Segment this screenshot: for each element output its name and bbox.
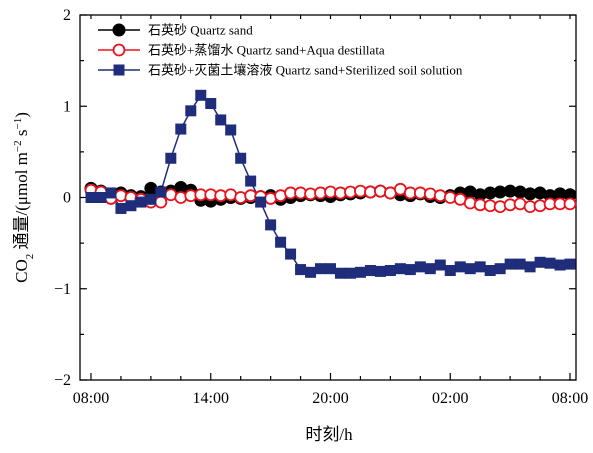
data-point-sterilized-soil: [394, 263, 406, 275]
x-tick-label: 08:00: [552, 390, 588, 407]
legend-label-sterilized-soil: 石英砂+灭菌土壤溶液 Quartz sand+Sterilized soil s…: [148, 63, 463, 78]
data-point-sterilized-soil: [135, 196, 147, 208]
axis-ticks: −2 −1 0 1 2 08:00 14:00 20:00 02:00 08:00: [54, 7, 588, 407]
legend-label-quartz-sand: 石英砂 Quartz sand: [148, 23, 253, 38]
data-point-sterilized-soil: [215, 114, 227, 126]
data-point-sterilized-soil: [155, 186, 167, 198]
data-point-sterilized-soil: [205, 98, 217, 110]
data-point-sterilized-soil: [325, 263, 336, 275]
data-point-sterilized-soil: [364, 265, 376, 276]
x-tick-label: 08:00: [73, 390, 109, 407]
data-point-legend-aqua-destillata: [112, 43, 126, 57]
data-point-sterilized-soil: [334, 267, 346, 279]
data-point-sterilized-soil: [484, 265, 496, 276]
data-point-sterilized-soil: [354, 266, 366, 278]
data-point-aqua-destillata: [563, 197, 577, 211]
y-axis-label-mid2: s: [12, 130, 31, 141]
data-point-sterilized-soil: [295, 264, 307, 276]
data-point-sterilized-soil: [225, 124, 237, 136]
data-point-sterilized-soil: [175, 123, 187, 135]
data-point-sterilized-soil: [305, 266, 317, 278]
data-point-sterilized-soil: [255, 196, 267, 208]
y-axis-label: CO2 通量/(μmol m−2 s−1): [12, 112, 36, 283]
data-point-sterilized-soil: [285, 248, 297, 260]
data-point-sterilized-soil: [554, 259, 566, 271]
y-tick-label: 2: [63, 7, 71, 24]
data-point-sterilized-soil: [125, 200, 137, 212]
data-point-sterilized-soil: [494, 263, 506, 275]
data-point-sterilized-soil: [344, 267, 356, 279]
data-point-aqua-destillata: [154, 195, 168, 209]
y-axis-label-sup2: −1: [12, 118, 24, 130]
data-point-sterilized-soil: [165, 152, 177, 164]
data-point-sterilized-soil: [434, 259, 446, 271]
data-point-sterilized-soil: [145, 193, 157, 205]
data-point-sterilized-soil: [514, 258, 526, 270]
data-point-sterilized-soil: [275, 236, 287, 248]
y-axis-label-sup1: −2: [12, 140, 24, 152]
data-point-sterilized-soil: [374, 265, 386, 277]
series-markers: [84, 89, 577, 279]
data-point-legend-sterilized-soil: [113, 64, 125, 76]
legend-label-aqua-destillata: 石英砂+蒸馏水 Quartz sand+Aqua destillata: [148, 43, 385, 58]
data-point-sterilized-soil: [85, 192, 97, 203]
data-point-sterilized-soil: [235, 152, 247, 164]
x-tick-label: 02:00: [432, 390, 468, 407]
data-point-sterilized-soil: [474, 261, 486, 273]
data-point-sterilized-soil: [265, 219, 277, 231]
data-point-sterilized-soil: [444, 265, 456, 276]
data-point-sterilized-soil: [504, 258, 516, 270]
y-axis-label-suffix: ): [12, 112, 31, 118]
data-point-sterilized-soil: [544, 257, 556, 269]
legend: 石英砂 Quartz sand 石英砂+蒸馏水 Quartz sand+Aqua …: [84, 19, 574, 81]
data-point-sterilized-soil: [424, 263, 436, 275]
data-point-sterilized-soil: [185, 105, 197, 117]
x-tick-label: 14:00: [193, 390, 229, 407]
data-point-sterilized-soil: [564, 258, 576, 270]
data-point-sterilized-soil: [534, 256, 546, 268]
legend-box: [84, 19, 574, 81]
x-axis-label: 时刻/h: [305, 425, 353, 444]
data-point-sterilized-soil: [384, 265, 396, 276]
y-tick-label: −2: [54, 372, 71, 389]
y-tick-label: −1: [54, 281, 71, 298]
data-point-sterilized-soil: [454, 261, 466, 273]
y-tick-label: 0: [63, 190, 71, 207]
y-axis-label-prefix: CO: [12, 259, 31, 283]
y-axis-label-sub: 2: [24, 254, 36, 260]
data-point-sterilized-soil: [404, 264, 416, 276]
data-point-sterilized-soil: [315, 263, 327, 275]
data-point-sterilized-soil: [524, 261, 536, 273]
data-point-sterilized-soil: [115, 202, 127, 214]
data-point-sterilized-soil: [195, 89, 207, 101]
data-point-sterilized-soil: [464, 263, 476, 275]
data-point-sterilized-soil: [95, 192, 107, 203]
y-tick-label: 1: [63, 98, 71, 115]
data-point-legend-quartz-sand: [112, 23, 126, 37]
data-point-sterilized-soil: [245, 175, 257, 187]
data-point-sterilized-soil: [414, 261, 426, 273]
x-tick-label: 20:00: [312, 390, 348, 407]
data-point-sterilized-soil: [105, 187, 117, 199]
y-axis-label-mid: 通量/(μmol m: [12, 152, 31, 254]
